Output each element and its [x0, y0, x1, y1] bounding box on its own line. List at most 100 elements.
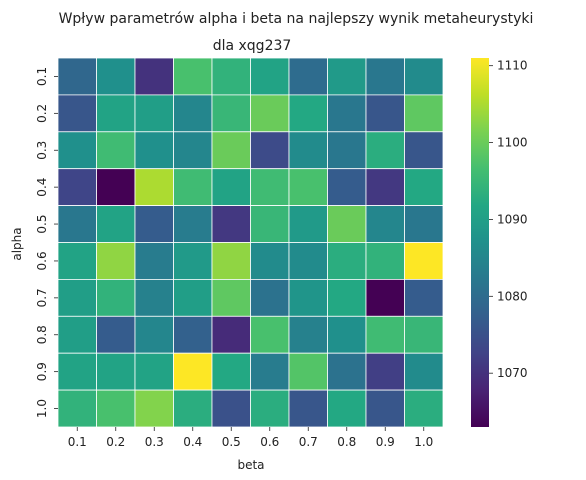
heatmap-cells [57, 57, 444, 428]
heatmap-cell [173, 352, 213, 391]
y-tick-label: 0.4 [35, 178, 49, 197]
heatmap-cell [57, 278, 97, 317]
colorbar [471, 58, 489, 427]
heatmap-cell [96, 242, 136, 280]
x-tick-label: 0.7 [299, 435, 318, 449]
heatmap-cell [173, 94, 213, 133]
heatmap-cell [288, 57, 328, 96]
heatmap-cell [96, 315, 136, 354]
heatmap-cell [327, 168, 367, 206]
heatmap-cell [96, 205, 136, 243]
heatmap-cell [96, 57, 136, 96]
heatmap-cell [404, 94, 444, 133]
heatmap-cell [404, 168, 444, 206]
heatmap-cell [173, 168, 213, 206]
heatmap-cell [327, 242, 367, 280]
x-tick-label: 0.2 [106, 435, 125, 449]
colorbar-tick-label: 1110 [497, 59, 528, 73]
heatmap-cell [134, 315, 174, 354]
heatmap-cell [365, 389, 405, 428]
x-axis-label: beta [237, 458, 264, 472]
heatmap-cell [288, 278, 328, 317]
y-tick-label: 0.8 [35, 325, 49, 344]
heatmap-cell [57, 94, 97, 133]
x-tick-label: 0.5 [222, 435, 241, 449]
heatmap-cell [57, 131, 97, 170]
heatmap-cell [327, 389, 367, 428]
y-tick-label: 0.9 [35, 362, 49, 381]
heatmap-cell [173, 131, 213, 170]
y-tick-label: 0.6 [35, 251, 49, 270]
heatmap-cell [134, 94, 174, 133]
chart-title: Wpływ parametrów alpha i beta na najleps… [59, 11, 534, 27]
heatmap-cell [404, 205, 444, 243]
heatmap-cell [404, 352, 444, 391]
heatmap-cell [365, 278, 405, 317]
x-tick-labels: 0.1 0.2 0.3 0.4 0.5 0.6 0.7 0.8 0.9 1.0 [68, 427, 433, 449]
heatmap-cell [250, 57, 290, 96]
heatmap-cell [365, 205, 405, 243]
heatmap-cell [173, 57, 213, 96]
heatmap-cell [327, 278, 367, 317]
heatmap-cell [250, 315, 290, 354]
y-tick-label: 1.0 [35, 399, 49, 418]
heatmap-cell [250, 168, 290, 206]
x-tick-label: 0.3 [145, 435, 164, 449]
heatmap-cell [134, 168, 174, 206]
heatmap-cell [404, 389, 444, 428]
heatmap-cell [134, 278, 174, 317]
heatmap-cell [57, 315, 97, 354]
heatmap-cell [134, 57, 174, 96]
heatmap-cell [250, 278, 290, 317]
heatmap-cell [327, 315, 367, 354]
y-axis-label: alpha [10, 227, 24, 260]
heatmap-cell [211, 242, 251, 280]
colorbar-tick-label: 1080 [497, 289, 528, 303]
heatmap-cell [134, 205, 174, 243]
y-tick-labels: 0.1 0.2 0.3 0.4 0.5 0.6 0.7 0.8 0.9 1.0 [35, 67, 58, 418]
heatmap-cell [327, 352, 367, 391]
x-tick-label: 0.4 [183, 435, 202, 449]
heatmap-cell [173, 205, 213, 243]
heatmap-cell [134, 389, 174, 428]
heatmap-cell [288, 315, 328, 354]
y-tick-label: 0.2 [35, 104, 49, 123]
heatmap-cell [404, 242, 444, 280]
heatmap-cell [250, 94, 290, 133]
y-tick-label: 0.3 [35, 141, 49, 160]
colorbar-tick-label: 1100 [497, 136, 528, 150]
heatmap-cell [250, 205, 290, 243]
heatmap-cell [96, 94, 136, 133]
heatmap-cell [211, 94, 251, 133]
heatmap-cell [211, 389, 251, 428]
heatmap-cell [365, 242, 405, 280]
heatmap-cell [96, 168, 136, 206]
heatmap-cell [173, 242, 213, 280]
heatmap-cell [288, 352, 328, 391]
heatmap-cell [327, 57, 367, 96]
x-tick-label: 0.6 [260, 435, 279, 449]
heatmap-cell [288, 168, 328, 206]
heatmap-cell [57, 57, 97, 96]
heatmap-cell [134, 131, 174, 170]
heatmap-cell [288, 205, 328, 243]
heatmap-cell [96, 389, 136, 428]
heatmap-cell [288, 242, 328, 280]
heatmap-cell [134, 352, 174, 391]
heatmap-cell [365, 168, 405, 206]
heatmap-cell [57, 205, 97, 243]
heatmap-cell [134, 242, 174, 280]
heatmap-cell [365, 131, 405, 170]
heatmap-cell [211, 352, 251, 391]
y-tick-label: 0.5 [35, 215, 49, 234]
heatmap-cell [404, 315, 444, 354]
heatmap-cell [404, 57, 444, 96]
heatmap-cell [327, 131, 367, 170]
x-tick-label: 1.0 [414, 435, 433, 449]
colorbar-tick-label: 1070 [497, 366, 528, 380]
heatmap-cell [288, 94, 328, 133]
heatmap-cell [211, 168, 251, 206]
colorbar-tick-label: 1090 [497, 212, 528, 226]
heatmap-cell [57, 352, 97, 391]
